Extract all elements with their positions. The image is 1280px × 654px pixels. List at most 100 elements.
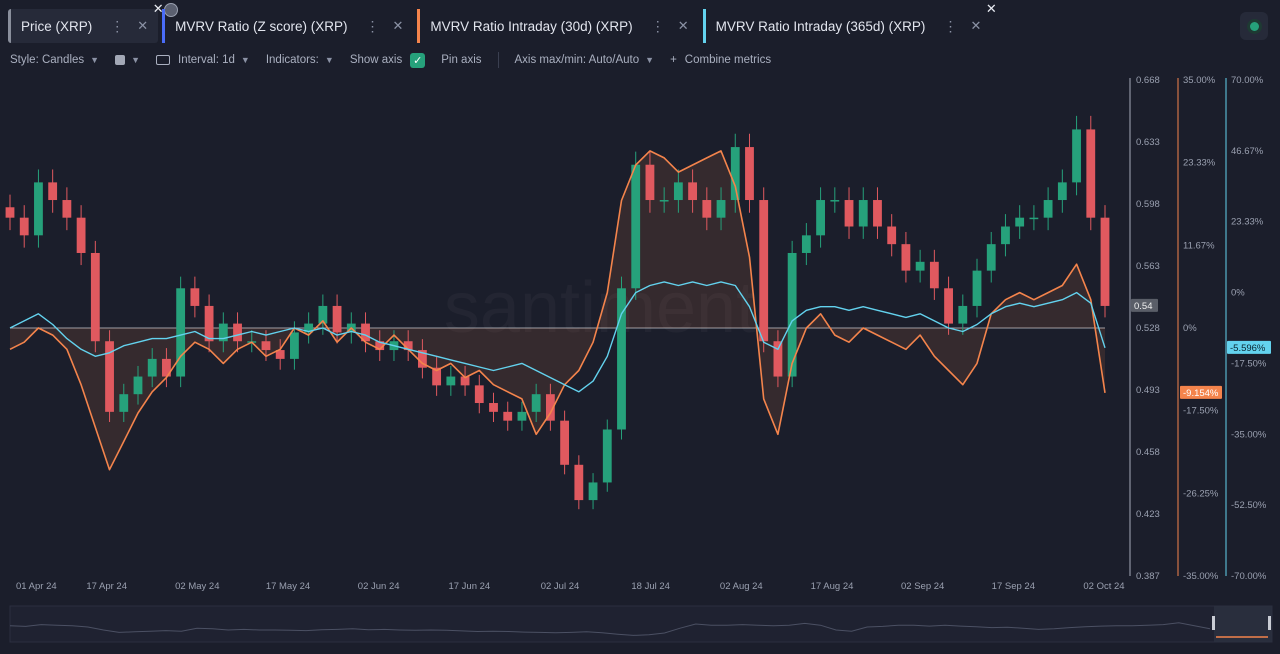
chevron-down-icon: ▼ [240, 55, 250, 65]
x-tick-label: 17 May 24 [266, 581, 310, 592]
price-candle [34, 182, 43, 236]
price-candle [574, 464, 584, 501]
price-candle [204, 305, 214, 342]
price-candle [375, 341, 385, 351]
navigator[interactable] [9, 605, 1273, 643]
price-candle [1057, 182, 1067, 201]
price-candle [531, 394, 541, 412]
price-candle [133, 376, 143, 395]
pin-axis-label: Pin axis [441, 54, 482, 66]
mvrv365-tick-label: 70.00% [1231, 75, 1264, 86]
navigator-right-handle[interactable] [1268, 616, 1271, 630]
style-dropdown[interactable]: Style: Candles ▼ [10, 54, 99, 66]
x-tick-label: 17 Aug 24 [811, 581, 854, 592]
mvrv-30d-line [9, 150, 1106, 471]
price-candle [460, 376, 470, 386]
price-candle [673, 182, 683, 201]
color-swatch [115, 55, 126, 65]
x-tick-label: 02 May 24 [175, 581, 219, 592]
price-tick-label: 0.493 [1136, 385, 1160, 396]
price-candle [944, 288, 953, 324]
price-candle [745, 147, 754, 201]
price-tick-label: 0.458 [1136, 447, 1160, 458]
status-indicator-button[interactable] [1240, 12, 1268, 40]
more-options-icon[interactable]: ⋮ [943, 17, 957, 34]
price-candle [972, 270, 982, 306]
tab-label: MVRV Ratio (Z score) (XRP) [175, 18, 348, 34]
price-candle [759, 200, 769, 342]
price-candle [489, 403, 498, 412]
price-candle [332, 305, 342, 333]
toolbar-divider [497, 52, 499, 68]
indicators-dropdown[interactable]: Indicators: ▼ [266, 54, 334, 66]
tab-mvrv-intraday-30d[interactable]: MVRV Ratio Intraday (30d) (XRP) ⋮ ✕ [417, 9, 698, 43]
price-candle [119, 394, 129, 412]
close-icon[interactable]: ✕ [677, 18, 689, 33]
show-axis-toggle[interactable]: Show axis ✓ [350, 52, 426, 68]
price-candle [176, 288, 186, 377]
mvrv365-last-value-bg [1227, 340, 1271, 354]
mvrv30-tick-label: 23.33% [1183, 158, 1216, 169]
price-candle [19, 217, 29, 236]
close-icon[interactable]: ✕ [970, 18, 982, 33]
pin-axis-toggle[interactable]: Pin axis [441, 54, 481, 66]
price-candle [1029, 217, 1039, 220]
price-candle [403, 341, 413, 351]
axis-mode-dropdown[interactable]: Axis max/min: Auto/Auto ▼ [515, 54, 655, 66]
navigator-selection[interactable] [1214, 606, 1272, 642]
price-candle [730, 147, 740, 201]
mvrv30-last-value: -9.154% [1183, 388, 1219, 399]
navigator-left-handle[interactable] [1212, 616, 1215, 630]
price-candle [958, 305, 968, 324]
tab-label: MVRV Ratio Intraday (365d) (XRP) [715, 18, 926, 34]
price-candle [545, 394, 555, 421]
interval-label: Interval: 1d [178, 54, 235, 66]
price-tick-label: 0.563 [1136, 261, 1160, 272]
chart-toolbar: Style: Candles ▼ ▼ Interval: 1d ▼ Indica… [10, 51, 787, 69]
price-candle [688, 182, 698, 201]
more-options-icon[interactable]: ⋮ [110, 17, 124, 34]
mvrv365-last-value: -5.596% [1230, 343, 1266, 354]
interval-dropdown[interactable]: Interval: 1d ▼ [156, 54, 250, 66]
mvrv30-tick-label: 0% [1183, 323, 1197, 334]
price-tick-label: 0.633 [1136, 137, 1160, 148]
more-options-icon[interactable]: ⋮ [650, 17, 665, 34]
main-chart[interactable]: santiment 0.6680.6330.5980.5630.5280.493… [0, 74, 1280, 654]
tab-mvrv-intraday-365d[interactable]: MVRV Ratio Intraday (365d) (XRP) ⋮ ✕ ✕ [702, 2, 997, 43]
mvrv365-tick-label: -70.00% [1231, 571, 1267, 582]
mvrv365-tick-label: 23.33% [1231, 217, 1264, 228]
chevron-down-icon: ▼ [131, 55, 140, 65]
chevron-down-icon: ▼ [324, 55, 334, 65]
color-picker[interactable]: ▼ [115, 55, 140, 65]
price-candle [1043, 200, 1053, 218]
x-tick-label: 18 Jul 24 [631, 581, 670, 592]
mvrv30-tick-label: 11.67% [1183, 240, 1215, 251]
remove-metric-icon[interactable]: ✕ [985, 1, 997, 16]
mvrv30-tick-label: -17.50% [1183, 406, 1219, 417]
price-candle [1015, 217, 1025, 227]
mvrv-30d-area [10, 150, 1105, 470]
price-tick-label: 0.423 [1136, 509, 1160, 520]
price-candle [90, 252, 100, 342]
price-candle [62, 200, 72, 218]
price-candle [986, 244, 996, 271]
close-icon[interactable]: ✕ [392, 18, 404, 33]
combine-metrics-button[interactable]: + Combine metrics [670, 54, 771, 66]
price-tick-label: 0.598 [1136, 199, 1160, 210]
mvrv30-tick-label: 35.00% [1183, 75, 1216, 86]
tab-mvrv-zscore[interactable]: MVRV Ratio (Z score) (XRP) ⋮ ✕ [162, 9, 413, 43]
x-tick-label: 17 Jun 24 [448, 581, 490, 592]
mvrv30-last-value-bg [1180, 385, 1222, 399]
tab-price-xrp[interactable]: Price (XRP) ⋮ ✕ ✕ [8, 2, 179, 43]
price-candle [602, 429, 612, 483]
more-options-icon[interactable]: ⋮ [365, 17, 379, 34]
checkmark-icon[interactable]: ✓ [410, 52, 426, 68]
indicators-label: Indicators: [265, 54, 319, 66]
price-candle [702, 200, 712, 218]
remove-metric-icon[interactable]: ✕ [152, 1, 164, 16]
x-tick-label: 02 Jun 24 [358, 581, 400, 592]
chevron-down-icon: ▼ [90, 55, 100, 65]
price-candle [233, 323, 242, 342]
price-candle [318, 305, 328, 324]
close-icon[interactable]: ✕ [137, 18, 149, 33]
